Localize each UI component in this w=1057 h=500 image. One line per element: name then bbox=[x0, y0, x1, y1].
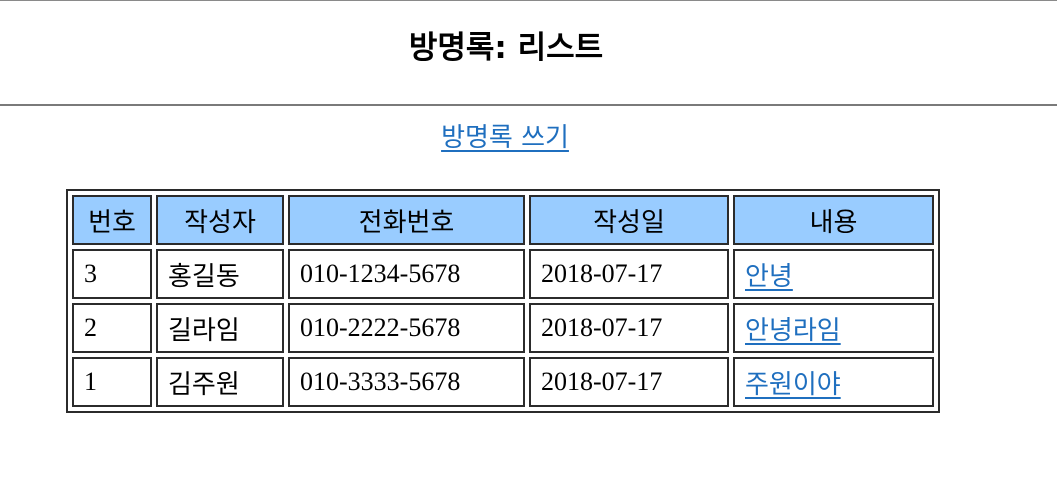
cell-writer: 길라임 bbox=[156, 303, 284, 353]
content-link[interactable]: 안녕라임 bbox=[745, 315, 841, 346]
guestbook-table-container: 번호 작성자 전화번호 작성일 내용 3 홍길동 010-1234-5678 2… bbox=[66, 189, 940, 413]
table-row: 2 길라임 010-2222-5678 2018-07-17 안녕라임 bbox=[72, 303, 934, 353]
content-link[interactable]: 안녕 bbox=[745, 261, 793, 292]
table-row: 3 홍길동 010-1234-5678 2018-07-17 안녕 bbox=[72, 249, 934, 299]
cell-phone: 010-2222-5678 bbox=[288, 303, 525, 353]
cell-content: 안녕라임 bbox=[733, 303, 934, 353]
cell-writer: 홍길동 bbox=[156, 249, 284, 299]
cell-date: 2018-07-17 bbox=[529, 303, 729, 353]
write-link-container: 방명록 쓰기 bbox=[0, 118, 1010, 158]
table-row: 1 김주원 010-3333-5678 2018-07-17 주원이야 bbox=[72, 357, 934, 407]
header-divider bbox=[0, 104, 1057, 106]
page-title: 방명록: 리스트 bbox=[408, 30, 604, 66]
guestbook-table: 번호 작성자 전화번호 작성일 내용 3 홍길동 010-1234-5678 2… bbox=[66, 189, 940, 413]
cell-number: 3 bbox=[72, 249, 152, 299]
table-header-row: 번호 작성자 전화번호 작성일 내용 bbox=[72, 195, 934, 245]
header-content: 내용 bbox=[733, 195, 934, 245]
cell-number: 2 bbox=[72, 303, 152, 353]
header-writer: 작성자 bbox=[156, 195, 284, 245]
cell-number: 1 bbox=[72, 357, 152, 407]
cell-date: 2018-07-17 bbox=[529, 249, 729, 299]
cell-content: 안녕 bbox=[733, 249, 934, 299]
header-number: 번호 bbox=[72, 195, 152, 245]
cell-date: 2018-07-17 bbox=[529, 357, 729, 407]
cell-phone: 010-1234-5678 bbox=[288, 249, 525, 299]
header-date: 작성일 bbox=[529, 195, 729, 245]
top-divider bbox=[0, 0, 1057, 1]
cell-content: 주원이야 bbox=[733, 357, 934, 407]
cell-writer: 김주원 bbox=[156, 357, 284, 407]
header-phone: 전화번호 bbox=[288, 195, 525, 245]
write-guestbook-link[interactable]: 방명록 쓰기 bbox=[441, 123, 569, 153]
cell-phone: 010-3333-5678 bbox=[288, 357, 525, 407]
content-link[interactable]: 주원이야 bbox=[745, 369, 841, 400]
